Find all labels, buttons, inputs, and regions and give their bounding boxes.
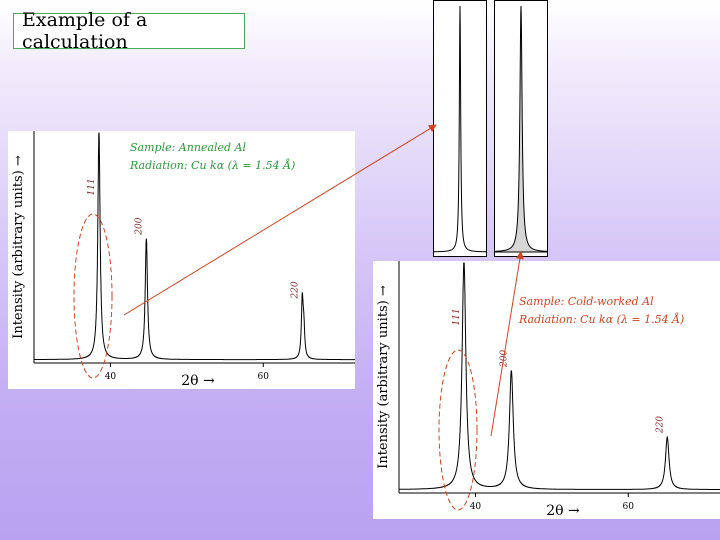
x-tick-group: 40 60 (105, 363, 270, 382)
peak-label-200: 200 (134, 217, 144, 235)
x-axis-label: 2θ → (181, 373, 215, 389)
peak-label-111: 111 (452, 308, 462, 325)
chart-cold-worked: 40 60 111 200 220 2θ → Intensity (arbitrary… (376, 261, 720, 519)
diffraction-trace-cold-worked (399, 262, 720, 490)
x-tick-label: 60 (623, 502, 635, 512)
annotation-radiation: Radiation: Cu kα (λ = 1.54 Å) (129, 158, 295, 172)
zoom-inset-cold-111 (494, 0, 548, 257)
peak-label-220: 220 (655, 416, 665, 434)
annotation-sample: Sample: Cold-worked Al (519, 295, 654, 308)
zoom-inset-annealed-svg (433, 0, 487, 257)
x-tick-group: 40 60 (470, 493, 635, 512)
peak-label-111: 111 (87, 178, 97, 195)
peak-label-220: 220 (290, 281, 300, 299)
x-tick-label: 60 (258, 372, 270, 382)
highlight-ellipse-111 (73, 213, 113, 379)
x-axis-label: 2θ → (546, 503, 580, 519)
slide-title: Example of a calculation (13, 9, 245, 53)
y-axis-label: Intensity (arbitrary units) → (11, 155, 26, 339)
zoom-peak-annealed (434, 5, 486, 253)
x-tick-label: 40 (470, 502, 482, 512)
chart-annealed-panel: 40 60 111 200 220 2θ → Intensity (arbitrary… (8, 131, 355, 389)
zoom-inset-annealed-111 (433, 0, 487, 257)
peak-label-group: 111 200 220 (452, 308, 665, 434)
y-axis-label: Intensity (arbitrary units) → (376, 285, 391, 469)
highlight-ellipse-111 (438, 349, 478, 511)
zoom-peak-cold (494, 5, 548, 253)
chart-annealed: 40 60 111 200 220 2θ → Intensity (arbitrary… (11, 131, 355, 389)
diffraction-trace-annealed (34, 132, 355, 361)
zoom-inset-cold-svg (494, 0, 548, 257)
annotation-sample: Sample: Annealed Al (130, 141, 246, 154)
peak-label-200: 200 (499, 350, 509, 368)
peak-label-group: 111 200 220 (87, 178, 300, 299)
annotation-radiation: Radiation: Cu kα (λ = 1.54 Å) (518, 312, 684, 326)
x-tick-label: 40 (105, 372, 117, 382)
chart-cold-worked-panel: 40 60 111 200 220 2θ → Intensity (arbitrary… (373, 261, 720, 519)
